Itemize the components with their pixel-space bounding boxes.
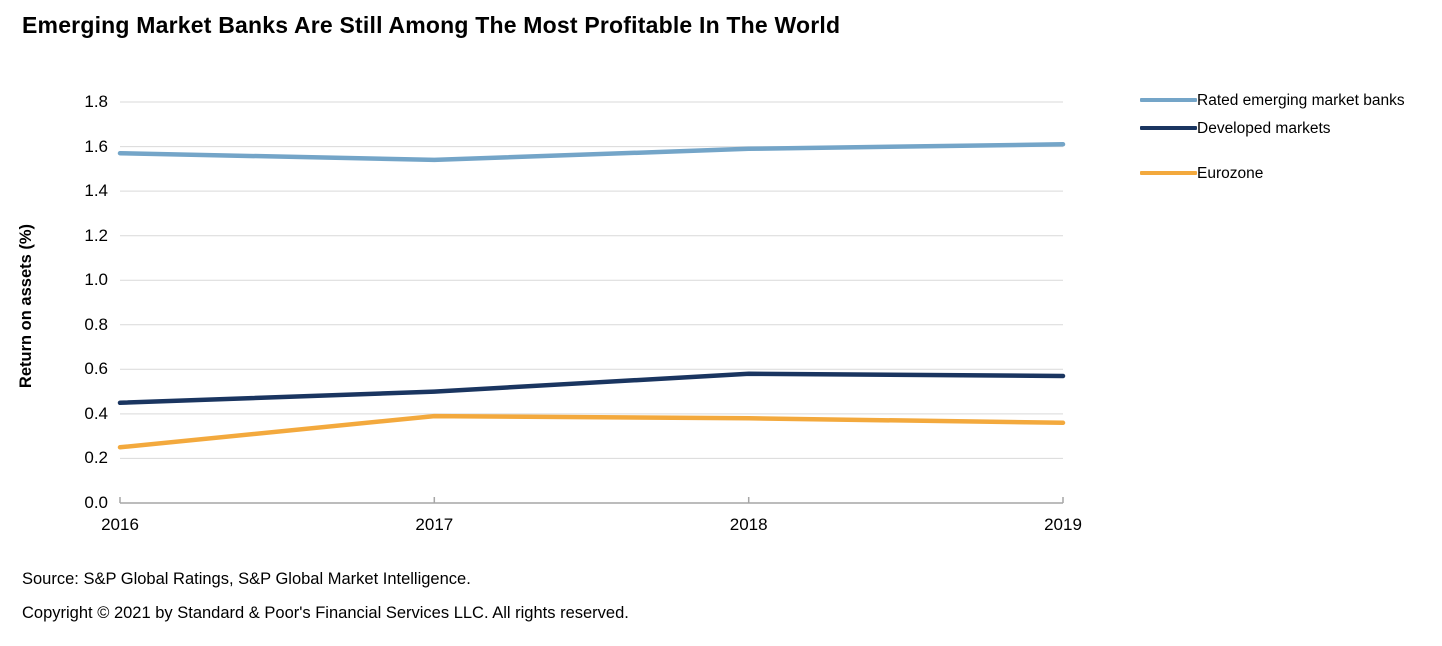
source-text: Source: S&P Global Ratings, S&P Global M… bbox=[22, 570, 471, 588]
legend-line-swatch bbox=[1140, 98, 1197, 102]
legend-line-swatch bbox=[1140, 126, 1197, 130]
legend-line-swatch bbox=[1140, 171, 1197, 175]
x-tick-label: 2016 bbox=[101, 515, 139, 534]
y-tick-label: 1.8 bbox=[84, 92, 108, 111]
y-tick-label: 0.8 bbox=[84, 314, 108, 334]
chart-legend: Rated emerging market banks Developed mar… bbox=[1140, 90, 1440, 185]
y-tick-label: 1.6 bbox=[84, 136, 108, 156]
series-line-developed-markets bbox=[117, 371, 1066, 406]
series-line-eurozone bbox=[117, 413, 1066, 450]
legend-item-rated-emerging-market-banks: Rated emerging market banks bbox=[1140, 90, 1440, 112]
y-tick-label: 1.0 bbox=[84, 270, 108, 290]
y-tick-label: 0.4 bbox=[84, 403, 108, 423]
y-tick-label: 0.6 bbox=[84, 359, 108, 379]
legend-label: Developed markets bbox=[1197, 120, 1331, 137]
legend-label: Eurozone bbox=[1197, 165, 1264, 182]
y-axis-title: Return on assets (%) bbox=[17, 223, 35, 389]
y-tick-label: 1.2 bbox=[84, 225, 108, 245]
series-line-rated-emerging-market-banks bbox=[117, 142, 1066, 163]
x-tick-label: 2018 bbox=[729, 515, 768, 534]
legend-item-eurozone: Eurozone bbox=[1140, 163, 1440, 185]
y-tick-label: 0.0 bbox=[84, 493, 108, 512]
x-tick-label: 2019 bbox=[1044, 515, 1082, 534]
y-tick-label: 1.4 bbox=[84, 181, 108, 201]
chart-title: Emerging Market Banks Are Still Among Th… bbox=[22, 12, 841, 38]
copyright-text: Copyright © 2021 by Standard & Poor's Fi… bbox=[22, 604, 629, 622]
y-tick-label: 0.2 bbox=[84, 448, 108, 468]
x-tick-label: 2017 bbox=[415, 515, 454, 534]
legend-item-developed-markets: Developed markets bbox=[1140, 118, 1440, 140]
legend-label: Rated emerging market banks bbox=[1197, 92, 1405, 109]
